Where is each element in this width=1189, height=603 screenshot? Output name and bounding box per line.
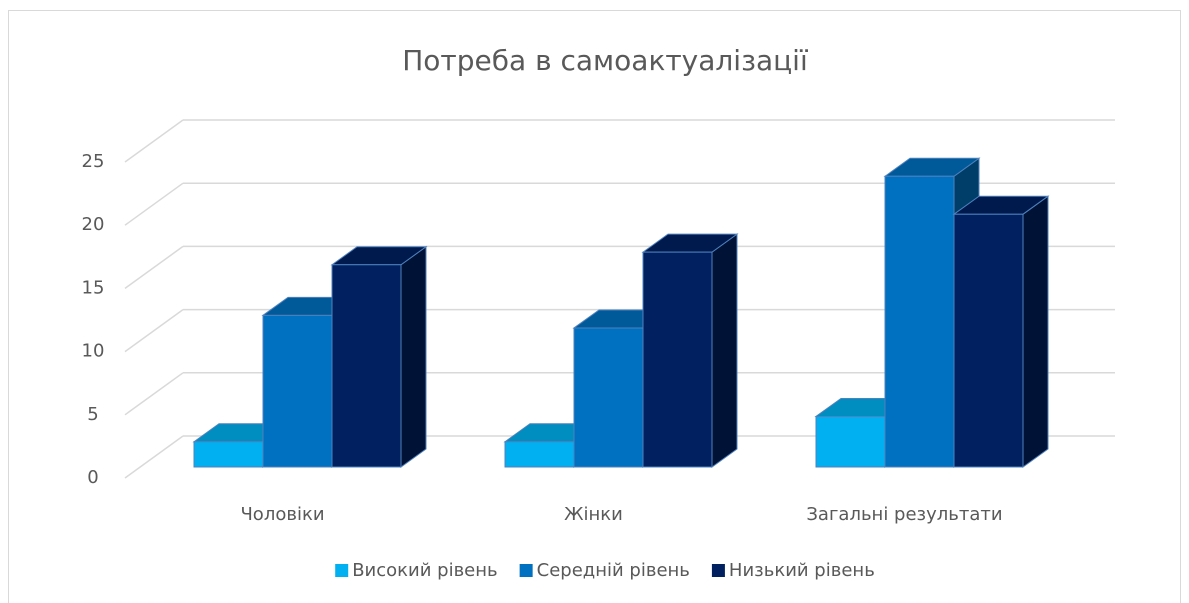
bar-front [504,441,575,468]
grid-line [124,119,184,163]
y-tick-label: 0 [87,467,98,488]
bar-front [953,213,1024,468]
grid-line [124,182,184,226]
bar-front [331,264,402,468]
y-tick-label: 5 [87,404,98,425]
bar-front [884,175,955,468]
legend-label: Високий рівень [352,560,497,581]
grid-line [124,245,184,290]
bar [330,245,428,468]
grid-line [124,372,184,416]
legend-swatch [711,564,725,577]
y-tick-label: 25 [82,151,105,172]
y-tick-label: 15 [82,277,105,298]
bar-front [573,327,644,468]
bar-side [711,233,738,468]
bar-side [1022,195,1049,468]
y-tick-label: 10 [82,341,105,362]
bar-front [642,251,713,468]
legend-swatch [335,564,349,577]
legend-swatch [519,564,533,577]
bar-side [400,245,427,468]
bar [952,195,1050,468]
legend-label: Низький рівень [729,560,875,581]
chart-frame [8,10,1181,603]
grid-line [124,308,184,353]
y-tick-label: 20 [82,214,105,235]
x-tick-label: Жінки [564,504,623,525]
x-tick-label: Чоловіки [240,504,324,525]
bar [641,233,739,468]
bar-front [262,314,333,468]
bar-front [193,441,264,468]
legend-label: Середній рівень [537,560,690,581]
chart-title: Потреба в самоактуалізації [402,44,808,77]
grid-line [124,435,184,479]
bar-front [815,415,886,468]
x-tick-label: Загальні результати [806,504,1002,525]
